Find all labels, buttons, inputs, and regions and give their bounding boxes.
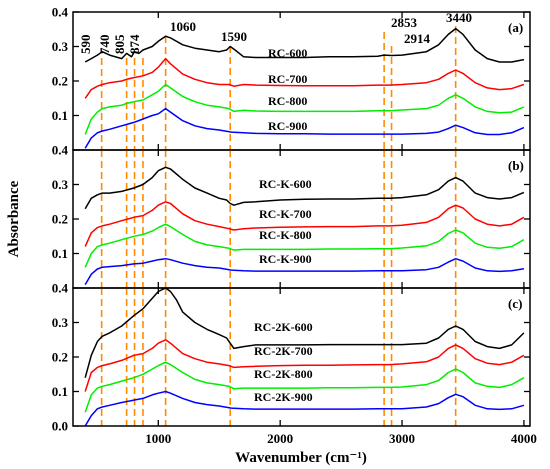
- peak-label-590: 590: [78, 35, 93, 55]
- peak-label-805: 805: [112, 34, 127, 54]
- y-axis-label: Absorbance: [6, 180, 22, 257]
- peak-label-740: 740: [97, 35, 112, 55]
- series-line-rc-2k-600: [84, 287, 525, 378]
- series-label-rc-2k-900: RC-2K-900: [254, 390, 313, 404]
- panel-label-0: (a): [508, 20, 523, 35]
- y-tick-label-2-0: 0.0: [52, 419, 68, 434]
- x-tick-label-2: 3000: [389, 431, 415, 446]
- y-tick-label-0-3: 0.4: [52, 5, 69, 20]
- panel-label-2: (c): [508, 296, 522, 311]
- series-line-rc-2k-800: [84, 361, 525, 413]
- series-label-rc-800: RC-800: [268, 94, 307, 108]
- series-line-rc-2k-700: [84, 339, 525, 392]
- peak-label-874: 874: [127, 34, 142, 54]
- series-line-rc-800: [84, 83, 525, 135]
- peak-label-3440: 3440: [446, 10, 472, 25]
- y-tick-label-2-3: 0.3: [52, 315, 69, 330]
- series-line-rc-k-900: [84, 257, 525, 285]
- series-line-rc-700: [84, 57, 525, 99]
- series-label-rc-k-600: RC-K-600: [259, 177, 312, 191]
- peak-label-2914: 2914: [404, 31, 431, 46]
- series-label-rc-700: RC-700: [268, 72, 307, 86]
- series-line-rc-k-700: [84, 201, 525, 247]
- y-tick-label-2-2: 0.2: [52, 350, 68, 365]
- series-label-rc-k-700: RC-K-700: [259, 207, 312, 221]
- series-line-rc-k-800: [84, 223, 525, 268]
- y-tick-label-2-1: 0.1: [52, 384, 68, 399]
- y-tick-label-1-3: 0.4: [52, 143, 69, 158]
- y-tick-label-1-0: 0.1: [52, 246, 68, 261]
- panel-label-1: (b): [508, 158, 524, 173]
- peak-label-1060: 1060: [170, 19, 196, 34]
- y-tick-label-0-2: 0.3: [52, 39, 69, 54]
- x-tick-label-1: 2000: [267, 431, 293, 446]
- series-line-rc-k-600: [84, 166, 525, 210]
- peak-label-1590: 1590: [221, 29, 247, 44]
- series-label-rc-600: RC-600: [268, 46, 307, 60]
- series-label-rc-k-800: RC-K-800: [259, 228, 312, 242]
- y-tick-label-0-1: 0.2: [52, 74, 68, 89]
- series-label-rc-2k-600: RC-2K-600: [254, 320, 313, 334]
- series-label-rc-2k-700: RC-2K-700: [254, 344, 313, 358]
- series-line-rc-600: [84, 27, 525, 63]
- y-tick-label-0-0: 0.1: [52, 108, 68, 123]
- y-tick-label-1-2: 0.3: [52, 177, 69, 192]
- series-label-rc-k-900: RC-K-900: [259, 252, 312, 266]
- series-label-rc-900: RC-900: [268, 119, 307, 133]
- x-tick-label-0: 1000: [145, 431, 171, 446]
- x-axis-label: Wavenumber (cm⁻¹): [235, 450, 367, 466]
- series-label-rc-2k-800: RC-2K-800: [254, 367, 313, 381]
- y-tick-label-2-4: 0.4: [52, 281, 69, 296]
- series-line-rc-2k-900: [84, 390, 525, 427]
- peak-label-2853: 2853: [391, 15, 418, 30]
- x-tick-label-3: 4000: [511, 431, 537, 446]
- series-line-rc-900: [84, 107, 525, 149]
- y-tick-label-1-1: 0.2: [52, 212, 68, 227]
